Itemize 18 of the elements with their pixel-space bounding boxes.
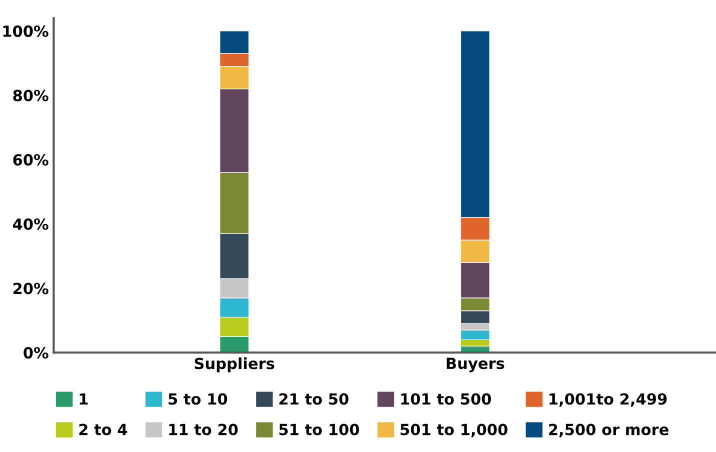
- legend-label: 51 to 100: [279, 424, 360, 436]
- legend-label: 1,001to 2,499: [550, 393, 667, 407]
- legend-label: 11 to 20: [169, 424, 238, 436]
- y-tick-label: 60%: [13, 154, 48, 166]
- x-tick-label: Suppliers: [194, 357, 274, 372]
- x-tick-label: Buyers: [446, 358, 504, 372]
- legend-label: 2 to 4: [79, 424, 128, 436]
- y-tick-label: 40%: [12, 218, 48, 230]
- legend-label: 21 to 50: [279, 393, 348, 405]
- y-tick-label: 100%: [3, 25, 48, 37]
- y-tick-label: 80%: [13, 90, 48, 102]
- legend-label: 5 to 10: [168, 393, 228, 405]
- legend-label: 2,500 or more: [549, 424, 668, 438]
- y-tick-label: 0%: [24, 347, 48, 359]
- legend-label: 501 to 1,000: [400, 424, 508, 438]
- legend-label: 1: [80, 393, 88, 405]
- legend-label: 101 to 500: [401, 393, 491, 405]
- y-tick-label: 20%: [13, 282, 48, 294]
